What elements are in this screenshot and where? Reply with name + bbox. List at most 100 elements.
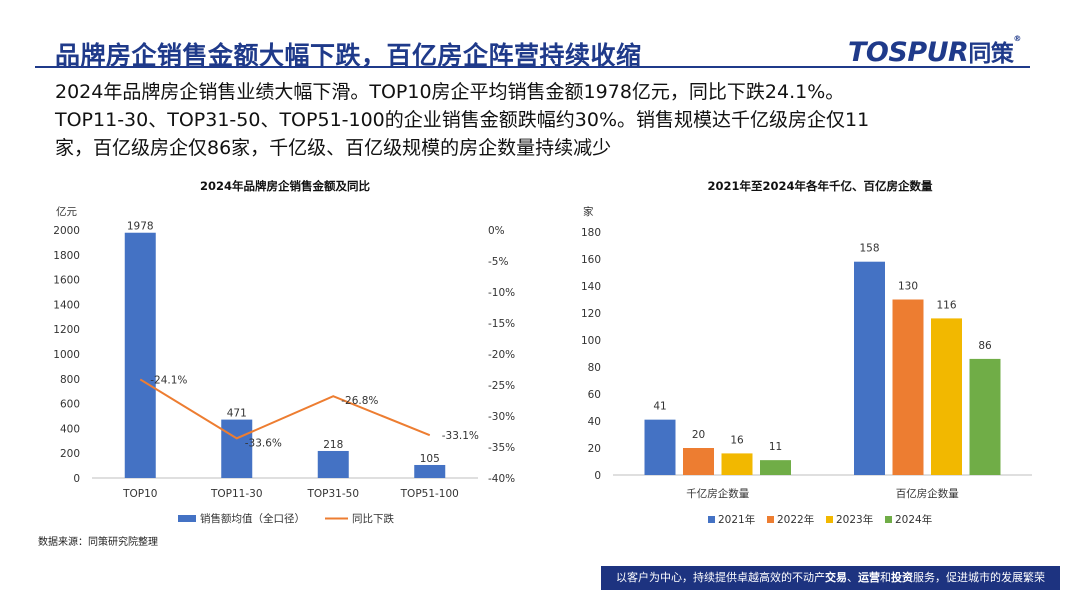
chart1-ytick: 1400 <box>53 299 80 311</box>
chart1-line-series <box>139 378 431 440</box>
chart2-ytick: 160 <box>581 254 601 266</box>
logo-reg-mark: ® <box>1013 34 1021 43</box>
chart1-ylabel: 亿元 <box>56 205 77 218</box>
slogan-post: 服务，促进城市的发展繁荣 <box>913 571 1045 584</box>
chart1-line-label: -33.1% <box>442 430 479 442</box>
chart2-ylabel: 家 <box>583 205 594 218</box>
chart2-ytick: 120 <box>581 308 601 320</box>
chart1-bar-label: 105 <box>420 453 440 465</box>
logo-cn: 同策 <box>968 41 1014 67</box>
chart1-ytick: 1000 <box>53 349 80 361</box>
chart1-ytick: 400 <box>60 423 80 435</box>
chart1-y2tick: -20% <box>488 349 515 361</box>
chart2-bar-label: 16 <box>730 434 744 446</box>
footer-slogan: 以客户为中心，持续提供卓越高效的不动产交易、运营和投资服务，促进城市的发展繁荣 <box>601 566 1060 590</box>
slogan-sep-1: 、 <box>847 571 858 584</box>
chart1-bar <box>317 450 349 478</box>
chart2-ytick: 60 <box>588 389 601 401</box>
chart2-legend-label: 2024年 <box>895 513 932 526</box>
chart2-bar-label: 158 <box>859 243 879 255</box>
chart2-bar <box>760 460 791 475</box>
chart2-bar <box>854 261 885 475</box>
chart1-bar <box>414 464 446 478</box>
chart2-ytick: 180 <box>581 227 601 239</box>
chart2-legend-swatch <box>708 516 715 523</box>
chart1-y2tick: -10% <box>488 287 515 299</box>
chart2-title: 2021年至2024年各年千亿、百亿房企数量 <box>707 179 933 193</box>
description-line-2: TOP11-30、TOP31-50、TOP51-100的企业销售金额跌幅约30%… <box>55 109 870 131</box>
chart2-bar <box>644 419 676 475</box>
chart2-xtick: 百亿房企数量 <box>896 487 959 500</box>
chart1-ytick: 1800 <box>53 250 80 262</box>
page-title: 品牌房企销售金额大幅下跌，百亿房企阵营持续收缩 <box>55 41 642 70</box>
chart2-legend-swatch <box>885 516 892 523</box>
chart1-line-label: -26.8% <box>341 395 378 407</box>
chart2-legend-swatch <box>826 516 833 523</box>
chart1-legend-bar-swatch <box>178 515 196 522</box>
chart1-legend-line-label: 同比下跌 <box>352 512 394 525</box>
chart2-legend-label: 2022年 <box>777 513 814 526</box>
title-divider <box>35 66 1030 68</box>
description-line-3: 家，百亿级房企仅86家，千亿级、百亿级规模的房企数量持续减少 <box>55 137 612 159</box>
chart1-y2tick: -15% <box>488 318 515 330</box>
chart2-bar-label: 11 <box>769 441 782 453</box>
chart1-y2tick: -5% <box>488 256 508 268</box>
chart1-line-label: -24.1% <box>150 374 187 386</box>
chart1-y2tick: -25% <box>488 380 515 392</box>
chart1-xtick: TOP31-50 <box>306 488 359 500</box>
chart2-xtick: 千亿房企数量 <box>686 487 749 500</box>
chart2-legend-label: 2023年 <box>836 513 873 526</box>
chart2-bar <box>931 318 962 475</box>
chart1-ytick: 2000 <box>53 225 80 237</box>
logo-text: TOSPUR <box>848 37 969 68</box>
tospur-logo: TOSPUR同策® <box>848 34 1021 68</box>
chart1-xtick: TOP11-30 <box>210 488 263 500</box>
chart1-ytick: 0 <box>73 473 80 485</box>
slogan-pre: 以客户为中心，持续提供卓越高效的不动产 <box>616 571 825 584</box>
chart2-bar <box>892 299 924 475</box>
chart2-ytick: 80 <box>588 362 601 374</box>
chart2-bar <box>683 448 714 475</box>
chart1-ytick: 800 <box>60 374 80 386</box>
chart2-ytick: 140 <box>581 281 601 293</box>
chart2-legend-swatch <box>767 516 774 523</box>
chart1-bar-label: 218 <box>323 439 343 451</box>
slogan-bold-2: 运营 <box>858 571 880 584</box>
chart1-bar <box>221 419 253 478</box>
chart1-bar <box>124 232 156 478</box>
chart1-xtick: TOP51-100 <box>400 488 459 500</box>
chart1-ytick: 600 <box>60 399 80 411</box>
chart1-xtick: TOP10 <box>122 488 157 500</box>
chart1-y2tick: -30% <box>488 411 515 423</box>
chart1-legend-bar-label: 销售额均值（全口径） <box>200 512 305 525</box>
chart1-bar-label: 1978 <box>127 221 154 233</box>
chart2-ytick: 40 <box>588 416 601 428</box>
slogan-bold-3: 投资 <box>891 571 913 584</box>
chart1-ytick: 200 <box>60 448 80 460</box>
chart1-bar-label: 471 <box>227 408 247 420</box>
description-line-1: 2024年品牌房企销售业绩大幅下滑。TOP10房企平均销售金额1978亿元，同比… <box>55 81 845 103</box>
chart1-y2tick: 0% <box>488 225 505 237</box>
chart2-legend-label: 2021年 <box>718 513 755 526</box>
chart2-bar <box>969 358 1001 475</box>
slogan-sep-2: 和 <box>880 571 891 584</box>
chart2-bar-label: 41 <box>653 401 666 413</box>
chart1-line-label: -33.6% <box>245 437 282 449</box>
data-source-note: 数据来源：同策研究院整理 <box>38 537 158 548</box>
slogan-bold-1: 交易 <box>825 571 847 584</box>
chart1-y2tick: -35% <box>488 442 515 454</box>
chart2-ytick: 0 <box>594 470 601 482</box>
chart1-ytick: 1600 <box>53 275 80 287</box>
chart2-bar-label: 116 <box>936 299 956 311</box>
chart2-bar-label: 130 <box>898 281 918 293</box>
chart2-bar-label: 86 <box>978 340 992 352</box>
chart2-ytick: 100 <box>581 335 601 347</box>
chart1-ytick: 1200 <box>53 324 80 336</box>
chart2-ytick: 20 <box>588 443 601 455</box>
chart1-title: 2024年品牌房企销售金额及同比 <box>200 179 371 193</box>
chart2-bar <box>721 453 753 475</box>
description: 2024年品牌房企销售业绩大幅下滑。TOP10房企平均销售金额1978亿元，同比… <box>55 78 1030 162</box>
chart2-bar-label: 20 <box>692 429 705 441</box>
chart1-y2tick: -40% <box>488 473 515 485</box>
